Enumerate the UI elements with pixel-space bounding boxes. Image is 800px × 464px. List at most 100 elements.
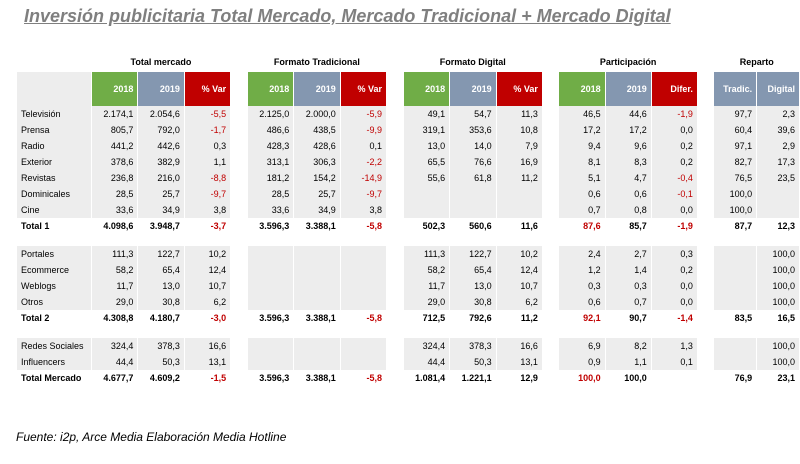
table-cell: 55,6 xyxy=(403,170,450,186)
table-cell xyxy=(340,278,387,294)
table-cell: 13,1 xyxy=(496,354,542,370)
table-cell: -3,7 xyxy=(210,221,227,231)
column-gap xyxy=(542,52,559,72)
column-gap xyxy=(387,338,403,354)
table-cell: 0,6 xyxy=(559,294,605,310)
column-header: 2018 xyxy=(559,72,605,106)
table-cell: 0,9 xyxy=(559,354,605,370)
table-cell: 1.221,1 xyxy=(461,373,492,383)
table-cell: 87,7 xyxy=(734,221,753,231)
column-gap xyxy=(387,106,403,122)
table-cell: 28,5 xyxy=(91,186,138,202)
table-cell: 16,9 xyxy=(496,154,542,170)
row-label: Cine xyxy=(17,202,91,218)
table-cell: 14,0 xyxy=(450,138,496,154)
row-label: Total 1 xyxy=(21,221,50,231)
table-cell: 378,6 xyxy=(91,154,138,170)
table-cell: 61,8 xyxy=(450,170,496,186)
table-cell: -1,7 xyxy=(184,122,231,138)
table-cell: 11,2 xyxy=(520,313,538,323)
column-gap xyxy=(542,218,559,234)
table-cell xyxy=(496,186,542,202)
table-cell: 100,0 xyxy=(714,186,757,202)
column-gap xyxy=(387,170,403,186)
row-label: Otros xyxy=(17,294,91,310)
table-cell: 11,7 xyxy=(91,278,138,294)
column-gap xyxy=(697,138,714,154)
table-cell: 11,2 xyxy=(496,170,542,186)
table-cell xyxy=(294,338,340,354)
column-gap xyxy=(231,170,247,186)
column-gap xyxy=(231,262,247,278)
table-cell: 100,0 xyxy=(757,338,799,354)
table-cell: 16,6 xyxy=(184,338,231,354)
column-gap xyxy=(697,170,714,186)
table-cell: 4,7 xyxy=(605,170,651,186)
table-cell: 44,4 xyxy=(403,354,450,370)
table-cell: 4.308,8 xyxy=(103,313,134,323)
column-header: 2019 xyxy=(605,72,651,106)
table-cell: 11,7 xyxy=(403,278,450,294)
table-cell: 58,2 xyxy=(403,262,450,278)
table-cell: 76,6 xyxy=(450,154,496,170)
total-row: Total 1 4.098,6 3.948,7 -3,7 3.596,3 3.388,1 -… xyxy=(17,218,799,234)
table-cell: -2,2 xyxy=(340,154,387,170)
table-cell: 0,3 xyxy=(559,278,605,294)
table-cell: 60,4 xyxy=(714,122,757,138)
table-cell: 17,2 xyxy=(605,122,651,138)
row-label: Dominicales xyxy=(17,186,91,202)
table-cell: 100,0 xyxy=(757,246,799,262)
table-cell xyxy=(450,202,496,218)
column-gap xyxy=(231,202,247,218)
table-cell: 33,6 xyxy=(247,202,294,218)
table-cell: 8,1 xyxy=(559,154,605,170)
table-cell: 122,7 xyxy=(138,246,184,262)
table-cell: 324,4 xyxy=(91,338,138,354)
section-gap-cell xyxy=(17,326,799,338)
table-cell: -5,5 xyxy=(184,106,231,122)
table-cell: 87,6 xyxy=(583,221,601,231)
total-row: Total 2 4.308,8 4.180,7 -3,0 3.596,3 3.388,1 -… xyxy=(17,310,799,326)
column-header: % Var xyxy=(340,72,387,106)
table-cell: -1,9 xyxy=(677,221,693,231)
table-cell: 100,0 xyxy=(757,294,799,310)
table-cell: 17,3 xyxy=(757,154,799,170)
column-gap xyxy=(387,154,403,170)
table-cell: 236,8 xyxy=(91,170,138,186)
table-cell xyxy=(294,246,340,262)
table-cell: 0,0 xyxy=(651,122,697,138)
table-cell: 10,2 xyxy=(496,246,542,262)
table-cell xyxy=(247,262,294,278)
row-label: Influencers xyxy=(17,354,91,370)
table-cell: 0,2 xyxy=(651,138,697,154)
table-cell: 1,3 xyxy=(651,338,697,354)
table-cell: 306,3 xyxy=(294,154,340,170)
column-gap xyxy=(542,278,559,294)
table-cell xyxy=(403,186,450,202)
column-gap xyxy=(542,370,559,386)
table-cell: 9,4 xyxy=(559,138,605,154)
table-cell: 90,7 xyxy=(629,313,647,323)
column-gap xyxy=(387,278,403,294)
table-cell: 0,1 xyxy=(651,354,697,370)
table-cell: 16,6 xyxy=(496,338,542,354)
table-cell: 28,5 xyxy=(247,186,294,202)
table-cell xyxy=(340,354,387,370)
column-gap xyxy=(542,72,559,106)
table-cell xyxy=(714,294,757,310)
table-cell: 2.000,0 xyxy=(294,106,340,122)
group-header: Formato Digital xyxy=(439,57,506,67)
table-cell: 17,2 xyxy=(559,122,605,138)
column-gap xyxy=(542,294,559,310)
table-cell xyxy=(757,202,799,218)
table-cell: 16,5 xyxy=(777,313,795,323)
table-cell: 65,4 xyxy=(138,262,184,278)
group-header: Formato Tradicional xyxy=(273,57,360,67)
table-cell: 10,8 xyxy=(496,122,542,138)
table-cell: 58,2 xyxy=(91,262,138,278)
column-gap xyxy=(542,154,559,170)
column-header: 2019 xyxy=(138,72,184,106)
group-header: Participación xyxy=(599,57,657,67)
column-gap xyxy=(387,294,403,310)
table-cell: 34,9 xyxy=(294,202,340,218)
